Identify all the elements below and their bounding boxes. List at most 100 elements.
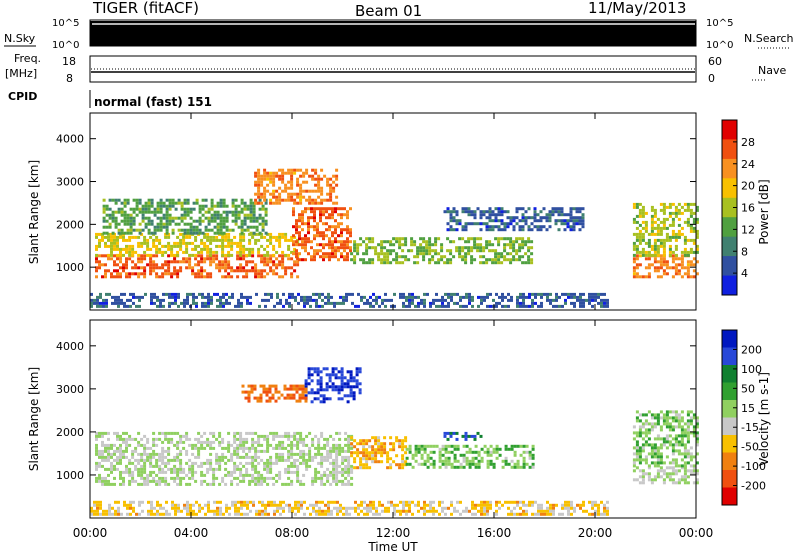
pwr-cell [638, 254, 642, 258]
vel-cell [492, 465, 496, 469]
vel-cell [146, 437, 150, 441]
pwr-cell [276, 292, 279, 296]
vel-cell [132, 509, 135, 513]
pwr-cell [225, 213, 229, 217]
pwr-cell [453, 292, 456, 296]
vel-cell [173, 479, 177, 483]
pwr-cell [195, 231, 199, 235]
pwr-cell [527, 240, 531, 244]
vel-cell [647, 428, 651, 432]
pwr-cell [665, 266, 669, 270]
vel-cell [504, 500, 507, 504]
pwr-cell [515, 249, 519, 253]
pwr-cell [236, 241, 240, 245]
pwr-cell [155, 254, 159, 258]
pwr-cell [165, 210, 169, 214]
vel-cell [326, 458, 330, 462]
vel-cell [334, 388, 338, 392]
pwr-cell [152, 269, 156, 273]
pwr-cell [387, 298, 390, 302]
vel-cell [540, 509, 543, 513]
vel-cell [338, 437, 342, 441]
vel-cell [338, 470, 342, 474]
pwr-cell [191, 241, 195, 245]
pwr-cell [365, 252, 369, 256]
vel-cell [224, 473, 228, 477]
pwr-cell [317, 189, 321, 193]
pwr-cell [677, 208, 681, 212]
pwr-cell [102, 207, 106, 211]
pwr-cell [192, 219, 196, 223]
pwr-cell [104, 254, 107, 258]
vel-cell [363, 512, 366, 516]
pwr-cell [647, 257, 651, 261]
vel-cell [350, 482, 354, 486]
pwr-cell [197, 260, 201, 264]
pwr-cell [509, 258, 513, 262]
pwr-cell [222, 231, 226, 235]
pwr-cell [408, 295, 411, 299]
pwr-cell [254, 171, 258, 175]
pwr-cell [216, 292, 219, 296]
vel-cell [167, 440, 171, 444]
vel-cell [389, 436, 393, 440]
pwr-cell [254, 201, 258, 205]
pwr-cell [168, 216, 172, 220]
pwr-cell [449, 261, 453, 265]
vel-cell [344, 482, 348, 486]
pwr-cell [659, 263, 663, 267]
pwr-cell [561, 292, 564, 296]
vel-cell [331, 385, 335, 389]
vel-cell [582, 503, 585, 507]
vel-cell [150, 500, 153, 504]
pwr-cell [549, 292, 552, 296]
vel-cell [426, 453, 430, 457]
vel-cell [349, 373, 353, 377]
pwr-cell [272, 174, 276, 178]
vel-cell [447, 450, 451, 454]
pwr-cell [153, 225, 157, 229]
pwr-cell [345, 295, 348, 299]
vel-cell [378, 503, 381, 507]
vel-cell [215, 455, 219, 459]
pwr-cell [171, 216, 175, 220]
vel-cell [683, 452, 687, 456]
pwr-cell [539, 225, 543, 229]
pwr-cell [123, 216, 127, 220]
pwr-cell [671, 250, 675, 254]
pwr-cell [105, 301, 108, 305]
pwr-cell [225, 292, 228, 296]
pwr-cell [319, 213, 322, 217]
pwr-cell [441, 301, 444, 305]
vel-cell [320, 464, 324, 468]
pwr-cell [234, 304, 237, 308]
pwr-cell [301, 213, 304, 217]
pwr-cell [218, 244, 222, 248]
vel-cell [531, 500, 534, 504]
pwr-cell [437, 252, 441, 256]
pwr-cell [653, 253, 657, 257]
pwr-cell [132, 198, 136, 202]
pwr-cell [249, 201, 253, 205]
vel-cell [296, 431, 300, 435]
pwr-cell [331, 243, 334, 247]
vel-cell [665, 472, 669, 476]
vel-cell [365, 454, 369, 458]
pwr-cell [416, 246, 420, 250]
vel-cell [340, 367, 344, 371]
pwr-cell [500, 222, 504, 226]
pwr-cell [323, 174, 327, 178]
vel-cell [471, 503, 474, 507]
pwr-cell [210, 219, 214, 223]
vel-cell [334, 373, 338, 377]
vel-cell [149, 452, 153, 456]
vel-cell [299, 461, 303, 465]
pwr-cell [334, 252, 337, 256]
pwr-cell [146, 238, 150, 242]
vel-cell [146, 476, 150, 480]
pwr-cell [368, 240, 372, 244]
pwr-cell [689, 226, 693, 230]
vel-cell [293, 431, 297, 435]
pwr-cell [122, 253, 125, 257]
vel-cell [177, 506, 180, 510]
